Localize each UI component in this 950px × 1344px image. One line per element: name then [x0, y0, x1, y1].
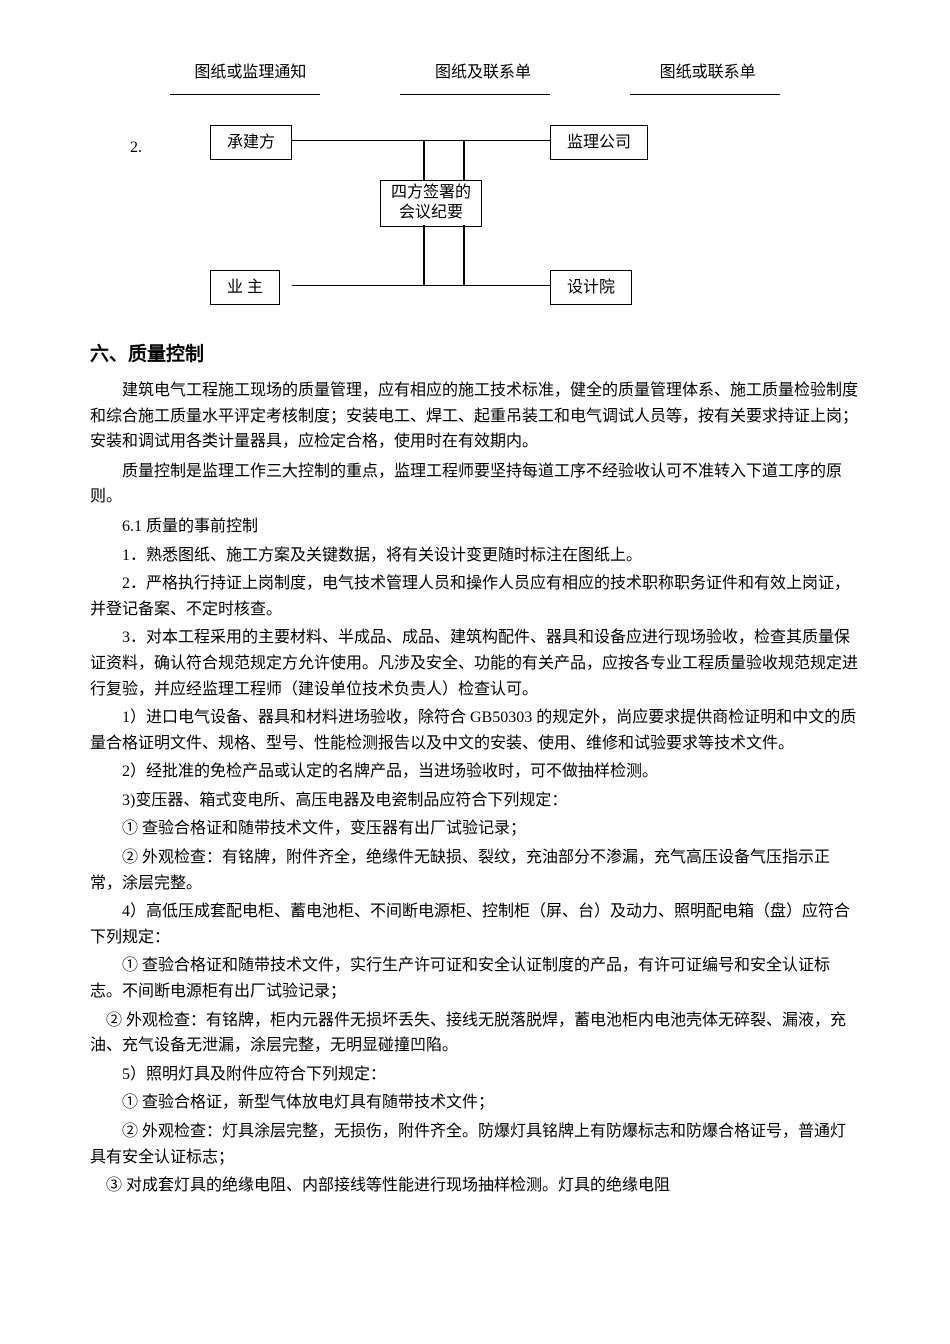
sub-2: 2）经批准的免检产品或认定的名牌产品，当进场验收时，可不做抽样检测。	[90, 759, 860, 785]
item-2: 2．严格执行持证上岗制度，电气技术管理人员和操作人员应有相应的技术职称职务证件和…	[90, 571, 860, 622]
sub-61: 6.1 质量的事前控制	[90, 514, 860, 540]
box-center: 四方签署的 会议纪要	[380, 180, 482, 228]
box-contractor: 承建方	[210, 125, 292, 161]
sub-3: 3)变压器、箱式变电所、高压电器及电瓷制品应符合下列规定：	[90, 788, 860, 814]
circle-4: ② 外观检查：有铭牌，柜内元器件无损坏丢失、接线无脱落脱焊，蓄电池柜内电池壳体无…	[90, 1008, 860, 1059]
circle-7: ③ 对成套灯具的绝缘电阻、内部接线等性能进行现场抽样检测。灯具的绝缘电阻	[90, 1173, 860, 1199]
circle-2: ② 外观检查：有铭牌，附件齐全，绝缘件无缺损、裂纹，充油部分不渗漏，充气高压设备…	[90, 845, 860, 896]
hline-2	[400, 94, 550, 95]
box-designer: 设计院	[550, 270, 632, 306]
section-heading: 六、质量控制	[90, 340, 860, 370]
item-1: 1．熟悉图纸、施工方案及关键数据，将有关设计变更随时标注在图纸上。	[90, 543, 860, 569]
para-1: 建筑电气工程施工现场的质量管理，应有相应的施工技术标准，健全的质量管理体系、施工…	[90, 378, 860, 455]
line-top	[292, 140, 550, 142]
diagram-top-labels: 图纸或监理通知 图纸及联系单 图纸或联系单	[90, 60, 860, 86]
sub-1: 1）进口电气设备、器具和材料进场验收，除符合 GB50303 的规定外，尚应要求…	[90, 705, 860, 756]
para-2: 质量控制是监理工作三大控制的重点，监理工程师要坚持每道工序不经验收认可不准转入下…	[90, 459, 860, 510]
circle-3: ① 查验合格证和随带技术文件，实行生产许可证和安全认证制度的产品，有许可证编号和…	[90, 953, 860, 1004]
circle-1: ① 查验合格证和随带技术文件，变压器有出厂试验记录；	[90, 816, 860, 842]
box-supervisor: 监理公司	[550, 125, 648, 161]
diagram-label-3: 图纸或联系单	[660, 60, 756, 86]
circle-5: ① 查验合格证，新型气体放电灯具有随带技术文件；	[90, 1090, 860, 1116]
sub-5: 5）照明灯具及附件应符合下列规定：	[90, 1062, 860, 1088]
sub-4: 4）高低压成套配电柜、蓄电池柜、不间断电源柜、控制柜（屏、台）及动力、照明配电箱…	[90, 899, 860, 950]
line-c-bot	[423, 225, 425, 285]
box-owner: 业 主	[210, 270, 280, 306]
hline-1	[170, 94, 320, 95]
circle-6: ② 外观检查：灯具涂层完整，无损伤，附件齐全。防爆灯具铭牌上有防爆标志和防爆合格…	[90, 1119, 860, 1170]
line-c-bot2	[463, 225, 465, 285]
line-c-top	[423, 140, 425, 180]
item-3: 3．对本工程采用的主要材料、半成品、成品、建筑构配件、器具和设备应进行现场验收，…	[90, 625, 860, 702]
hline-3	[630, 94, 780, 95]
line-c-top2	[463, 140, 465, 180]
diagram-label-1: 图纸或监理通知	[194, 60, 306, 86]
diagram-number: 2.	[130, 135, 142, 161]
center-line-1: 四方签署的	[391, 184, 471, 201]
center-line-2: 会议纪要	[399, 204, 463, 221]
diagram-label-2: 图纸及联系单	[435, 60, 531, 86]
diagram-hlines	[90, 94, 860, 95]
flowchart-diagram: 2. 承建方 监理公司 四方签署的 会议纪要 业 主 设计院	[210, 110, 710, 310]
line-bot	[292, 285, 550, 287]
